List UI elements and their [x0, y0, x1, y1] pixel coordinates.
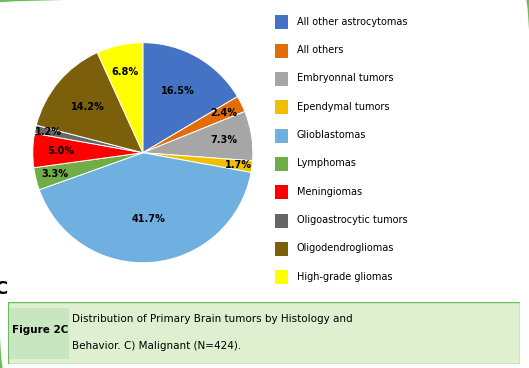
Text: Embryonnal tumors: Embryonnal tumors [297, 74, 394, 84]
Text: 6.8%: 6.8% [112, 67, 139, 77]
Text: Ependymal tumors: Ependymal tumors [297, 102, 389, 112]
Wedge shape [143, 153, 252, 173]
Wedge shape [34, 153, 143, 190]
Text: Figure 2C: Figure 2C [12, 325, 68, 335]
Bar [275, 72, 288, 86]
Text: 1.7%: 1.7% [225, 160, 252, 170]
Text: Lymphomas: Lymphomas [297, 159, 356, 169]
Bar [275, 185, 288, 199]
Wedge shape [143, 43, 238, 153]
Bar [275, 242, 288, 256]
Text: Oligodendrogliomas: Oligodendrogliomas [297, 244, 394, 254]
Text: 41.7%: 41.7% [131, 213, 165, 223]
Bar [275, 15, 288, 29]
Text: 14.2%: 14.2% [71, 102, 105, 112]
Text: Glioblastomas: Glioblastomas [297, 130, 367, 140]
Wedge shape [33, 133, 143, 168]
Bar [275, 157, 288, 171]
Wedge shape [39, 153, 251, 263]
Bar [275, 129, 288, 143]
Text: All others: All others [297, 45, 343, 55]
Text: 3.3%: 3.3% [42, 169, 69, 179]
Wedge shape [37, 53, 143, 153]
Text: 5.0%: 5.0% [47, 146, 74, 156]
Wedge shape [143, 112, 253, 161]
Text: Behavior. C) Malignant (N=424).: Behavior. C) Malignant (N=424). [72, 341, 241, 351]
Text: Meningiomas: Meningiomas [297, 187, 362, 197]
Text: Oligoastrocytic tumors: Oligoastrocytic tumors [297, 215, 408, 225]
Text: All other astrocytomas: All other astrocytomas [297, 17, 407, 27]
FancyBboxPatch shape [11, 308, 69, 359]
FancyBboxPatch shape [8, 302, 520, 364]
Bar [275, 270, 288, 284]
Text: Distribution of Primary Brain tumors by Histology and: Distribution of Primary Brain tumors by … [72, 314, 352, 324]
Text: 1.2%: 1.2% [35, 127, 62, 137]
Text: High-grade gliomas: High-grade gliomas [297, 272, 393, 282]
Text: 2.4%: 2.4% [210, 108, 237, 118]
Bar [275, 214, 288, 228]
Bar [275, 44, 288, 58]
Bar [275, 100, 288, 114]
Text: 7.3%: 7.3% [211, 135, 238, 145]
Wedge shape [34, 125, 143, 153]
Text: C: C [0, 280, 7, 298]
Text: 16.5%: 16.5% [161, 86, 195, 96]
Wedge shape [143, 97, 245, 153]
Wedge shape [97, 43, 143, 153]
